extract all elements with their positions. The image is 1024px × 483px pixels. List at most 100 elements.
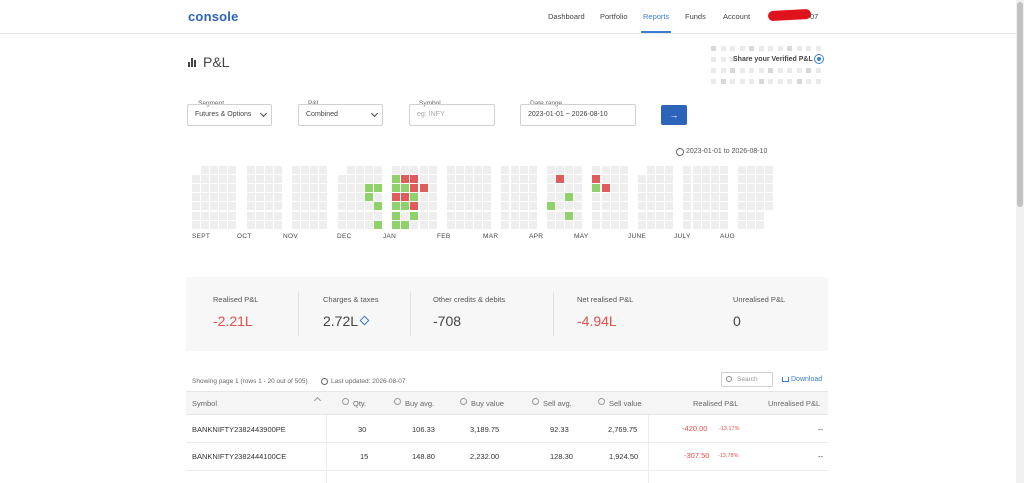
heatmap-day-cell[interactable] [310, 166, 319, 174]
heatmap-day-cell[interactable] [392, 184, 401, 193]
heatmap-day-cell[interactable] [546, 166, 555, 174]
heatmap-day-cell[interactable] [428, 184, 437, 193]
submit-button[interactable]: → [661, 105, 687, 125]
heatmap-day-cell[interactable] [264, 175, 273, 184]
heatmap-day-cell[interactable] [765, 202, 774, 211]
heatmap-day-cell[interactable] [701, 166, 710, 174]
heatmap-day-cell[interactable] [637, 211, 646, 220]
heatmap-day-cell[interactable] [319, 211, 328, 220]
heatmap-day-cell[interactable] [410, 166, 419, 174]
heatmap-day-cell[interactable] [446, 220, 455, 229]
nav-account[interactable]: Account [723, 12, 751, 21]
heatmap-day-cell[interactable] [419, 184, 428, 193]
heatmap-day-cell[interactable] [273, 220, 282, 229]
heatmap-day-cell[interactable] [246, 184, 255, 193]
heatmap-day-cell[interactable] [747, 175, 756, 184]
heatmap-day-cell[interactable] [228, 211, 237, 220]
heatmap-day-cell[interactable] [592, 166, 601, 174]
heatmap-day-cell[interactable] [738, 211, 746, 220]
heatmap-day-cell[interactable] [219, 220, 228, 229]
heatmap-day-cell[interactable] [401, 175, 410, 184]
heatmap-day-cell[interactable] [647, 202, 655, 211]
heatmap-day-cell[interactable] [273, 202, 282, 211]
heatmap-day-cell[interactable] [301, 220, 310, 229]
heatmap-day-cell[interactable] [546, 220, 555, 229]
heatmap-day-cell[interactable] [228, 166, 237, 174]
heatmap-day-cell[interactable] [710, 220, 719, 229]
heatmap-day-cell[interactable] [574, 211, 583, 220]
heatmap-day-cell[interactable] [483, 202, 492, 211]
heatmap-day-cell[interactable] [565, 175, 574, 184]
heatmap-day-cell[interactable] [455, 193, 464, 202]
heatmap-day-cell[interactable] [428, 202, 437, 211]
heatmap-day-cell[interactable] [519, 202, 528, 211]
heatmap-day-cell[interactable] [428, 211, 437, 220]
heatmap-day-cell[interactable] [692, 202, 701, 211]
heatmap-day-cell[interactable] [337, 175, 346, 184]
heatmap-day-cell[interactable] [192, 211, 200, 220]
heatmap-day-cell[interactable] [619, 193, 628, 202]
heatmap-day-cell[interactable] [392, 211, 401, 220]
heatmap-day-cell[interactable] [747, 166, 756, 174]
heatmap-day-cell[interactable] [592, 202, 601, 211]
heatmap-day-cell[interactable] [701, 202, 710, 211]
heatmap-day-cell[interactable] [756, 175, 765, 184]
heatmap-day-cell[interactable] [446, 166, 455, 174]
heatmap-day-cell[interactable] [519, 184, 528, 193]
heatmap-day-cell[interactable] [264, 211, 273, 220]
heatmap-day-cell[interactable] [455, 184, 464, 193]
heatmap-day-cell[interactable] [601, 175, 610, 184]
heatmap-day-cell[interactable] [756, 211, 765, 220]
heatmap-day-cell[interactable] [446, 184, 455, 193]
heatmap-day-cell[interactable] [364, 211, 373, 220]
heatmap-day-cell[interactable] [483, 220, 492, 229]
heatmap-day-cell[interactable] [337, 202, 346, 211]
heatmap-day-cell[interactable] [710, 202, 719, 211]
heatmap-day-cell[interactable] [619, 220, 628, 229]
heatmap-day-cell[interactable] [219, 202, 228, 211]
heatmap-day-cell[interactable] [683, 202, 692, 211]
heatmap-day-cell[interactable] [556, 175, 564, 184]
heatmap-day-cell[interactable] [556, 184, 564, 193]
heatmap-day-cell[interactable] [701, 193, 710, 202]
heatmap-day-cell[interactable] [346, 166, 355, 174]
heatmap-day-cell[interactable] [310, 193, 319, 202]
heatmap-day-cell[interactable] [692, 211, 701, 220]
heatmap-day-cell[interactable] [610, 166, 619, 174]
heatmap-day-cell[interactable] [364, 175, 373, 184]
heatmap-day-cell[interactable] [255, 211, 264, 220]
heatmap-day-cell[interactable] [474, 175, 483, 184]
heatmap-day-cell[interactable] [246, 166, 255, 174]
heatmap-day-cell[interactable] [201, 220, 210, 229]
heatmap-day-cell[interactable] [392, 193, 401, 202]
heatmap-day-cell[interactable] [292, 211, 301, 220]
heatmap-day-cell[interactable] [665, 166, 674, 174]
heatmap-day-cell[interactable] [419, 193, 428, 202]
heatmap-day-cell[interactable] [610, 202, 619, 211]
heatmap-day-cell[interactable] [465, 166, 473, 174]
heatmap-day-cell[interactable] [319, 193, 328, 202]
heatmap-day-cell[interactable] [574, 220, 583, 229]
heatmap-day-cell[interactable] [228, 193, 237, 202]
heatmap-day-cell[interactable] [355, 166, 364, 174]
heatmap-day-cell[interactable] [337, 193, 346, 202]
heatmap-day-cell[interactable] [528, 202, 537, 211]
heatmap-day-cell[interactable] [601, 211, 610, 220]
heatmap-day-cell[interactable] [656, 166, 665, 174]
heatmap-day-cell[interactable] [610, 211, 619, 220]
heatmap-day-cell[interactable] [710, 211, 719, 220]
heatmap-day-cell[interactable] [401, 193, 410, 202]
scrollbar-thumb[interactable] [1017, 2, 1023, 207]
heatmap-day-cell[interactable] [747, 220, 756, 229]
heatmap-day-cell[interactable] [619, 166, 628, 174]
heatmap-day-cell[interactable] [683, 211, 692, 220]
heatmap-day-cell[interactable] [346, 175, 355, 184]
heatmap-day-cell[interactable] [319, 220, 328, 229]
heatmap-day-cell[interactable] [601, 184, 610, 193]
heatmap-day-cell[interactable] [647, 193, 655, 202]
heatmap-day-cell[interactable] [364, 220, 373, 229]
heatmap-day-cell[interactable] [519, 211, 528, 220]
heatmap-day-cell[interactable] [601, 166, 610, 174]
heatmap-day-cell[interactable] [701, 220, 710, 229]
heatmap-day-cell[interactable] [637, 202, 646, 211]
